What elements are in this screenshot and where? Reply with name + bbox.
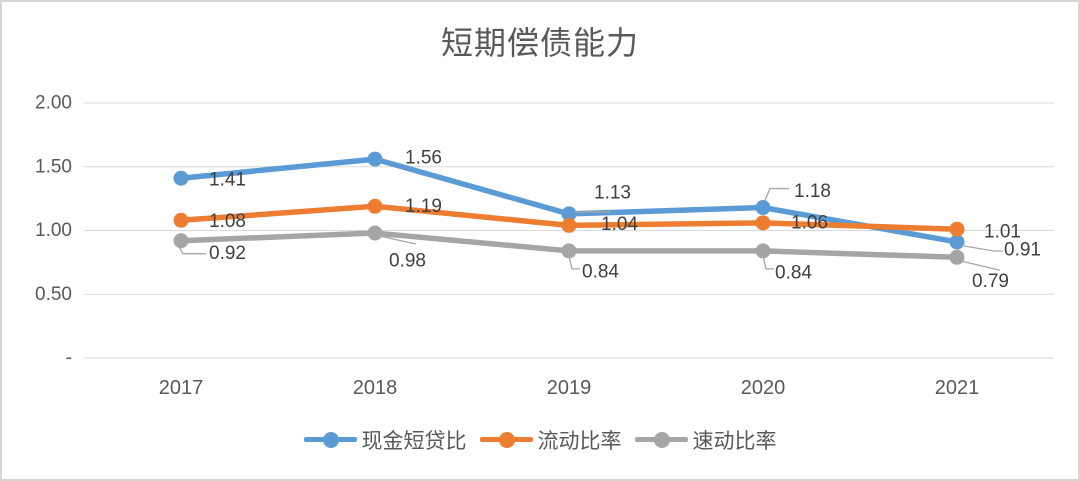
data-point-marker[interactable] [949,249,965,265]
data-point-marker[interactable] [561,243,577,259]
data-label: 1.13 [594,182,631,203]
legend-line-marker-icon [479,432,533,448]
x-axis-label: 2021 [935,377,980,399]
data-point-marker[interactable] [755,215,771,231]
y-axis-tick-label: - [66,348,72,369]
data-label: 1.56 [405,148,442,169]
data-label: 1.19 [405,196,442,217]
leader-line [764,187,789,201]
legend-line-marker-icon [634,432,688,448]
data-point-marker[interactable] [755,243,771,259]
legend-label: 现金短贷比 [361,430,467,453]
data-point-marker[interactable] [561,217,577,233]
data-point-marker[interactable] [173,233,189,249]
data-point-marker[interactable] [949,234,965,250]
leader-line [961,260,1001,271]
x-axis-label: 2019 [547,377,592,399]
y-axis-tick-label: 1.50 [35,156,72,177]
data-point-marker[interactable] [173,212,189,228]
data-point-marker[interactable] [367,151,383,167]
leader-line [178,246,206,255]
data-point-marker[interactable] [173,170,189,186]
data-label: 0.91 [1004,239,1041,260]
data-label: 1.06 [791,212,828,233]
leader-line [762,255,774,270]
data-label: 0.79 [972,271,1009,292]
data-point-marker[interactable] [561,206,577,222]
legend-label: 流动比率 [537,430,622,453]
legend-label: 速动比率 [692,430,777,453]
x-axis-label: 2020 [741,377,786,399]
data-point-marker[interactable] [755,200,771,216]
data-label: 1.04 [601,214,638,235]
legend-item-current-ratio[interactable]: 流动比率 [479,425,622,455]
legend-item-cash-short-loan-ratio[interactable]: 现金短贷比 [303,425,467,455]
data-label: 0.84 [775,262,812,283]
y-axis-tick-label: 2.00 [35,93,72,114]
leader-line [379,235,417,245]
leader-line [963,245,1003,252]
chart-title: 短期偿债能力 [440,25,639,61]
y-axis-tick-label: 1.00 [35,220,72,241]
leader-line [568,255,580,270]
x-axis-label: 2017 [159,377,204,399]
legend-line-marker-icon [303,432,357,448]
data-label: 1.18 [794,181,831,202]
data-point-marker[interactable] [367,225,383,241]
data-label: 0.98 [389,251,426,272]
data-point-marker[interactable] [367,198,383,214]
data-label: 1.41 [209,170,246,191]
data-label: 0.92 [209,243,246,264]
y-axis-tick-label: 0.50 [35,284,72,305]
chart-legend: 现金短贷比 流动比率 速动比率 [2,425,1078,455]
data-label: 1.01 [984,222,1021,243]
data-point-marker[interactable] [949,221,965,237]
data-label: 0.84 [582,261,619,282]
legend-item-quick-ratio[interactable]: 速动比率 [634,425,777,455]
x-axis-label: 2018 [353,377,398,399]
data-label: 1.08 [209,211,246,232]
